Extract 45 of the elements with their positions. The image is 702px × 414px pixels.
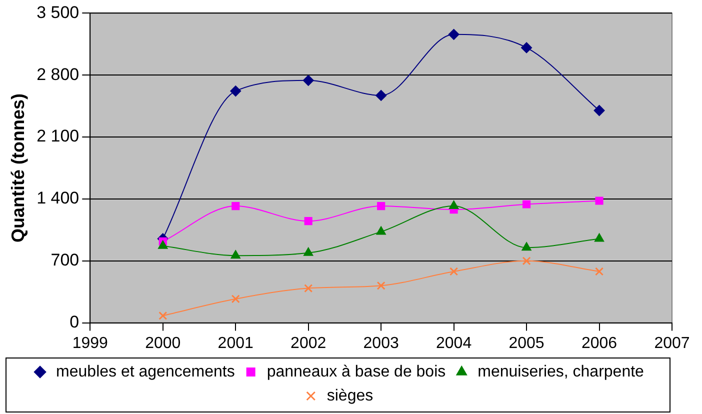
legend-label: sièges (326, 387, 374, 404)
point (302, 74, 314, 86)
legend-label: meubles et agencements (56, 363, 235, 380)
point (377, 202, 386, 210)
x-tick-label: 2002 (290, 334, 326, 352)
x-tick-label: 2005 (508, 334, 544, 352)
point (448, 200, 459, 210)
point (521, 42, 532, 54)
point (232, 202, 240, 210)
y-tick-label: 700 (50, 250, 80, 270)
y-tick-label: 3 500 (36, 2, 80, 22)
x-tick-label: 2006 (581, 334, 618, 352)
y-tick-label: 2 100 (36, 126, 80, 146)
point (594, 105, 605, 116)
point (522, 256, 531, 266)
x-tick-label: 2003 (363, 334, 399, 352)
point (376, 90, 387, 101)
point (304, 247, 314, 256)
point (230, 250, 240, 259)
point (594, 233, 604, 242)
y-axis-title: Quantité (tonnes) (8, 94, 28, 242)
x-tick-label: 2007 (654, 334, 690, 352)
point (230, 86, 242, 97)
x-tick-label: 2000 (145, 334, 181, 352)
point (231, 294, 240, 304)
point (376, 226, 386, 235)
y-tick-label: 0 (70, 312, 80, 332)
point (522, 242, 532, 251)
point (304, 217, 312, 226)
point (522, 200, 531, 208)
point (376, 281, 386, 290)
point (594, 267, 604, 276)
point (450, 267, 458, 276)
x-tick-label: 2001 (218, 334, 254, 352)
point (595, 196, 604, 205)
legend-label: menuiseries, charpente (478, 363, 644, 380)
point (158, 311, 168, 320)
point (448, 28, 460, 40)
x-tick-label: 2004 (436, 334, 472, 352)
y-tick-label: 2 800 (36, 64, 80, 84)
point (304, 284, 313, 293)
legend-label: panneaux à base de bois (266, 363, 446, 380)
x-tick-label: 1999 (72, 334, 108, 352)
y-tick-label: 1 400 (36, 188, 80, 208)
point (158, 240, 168, 249)
